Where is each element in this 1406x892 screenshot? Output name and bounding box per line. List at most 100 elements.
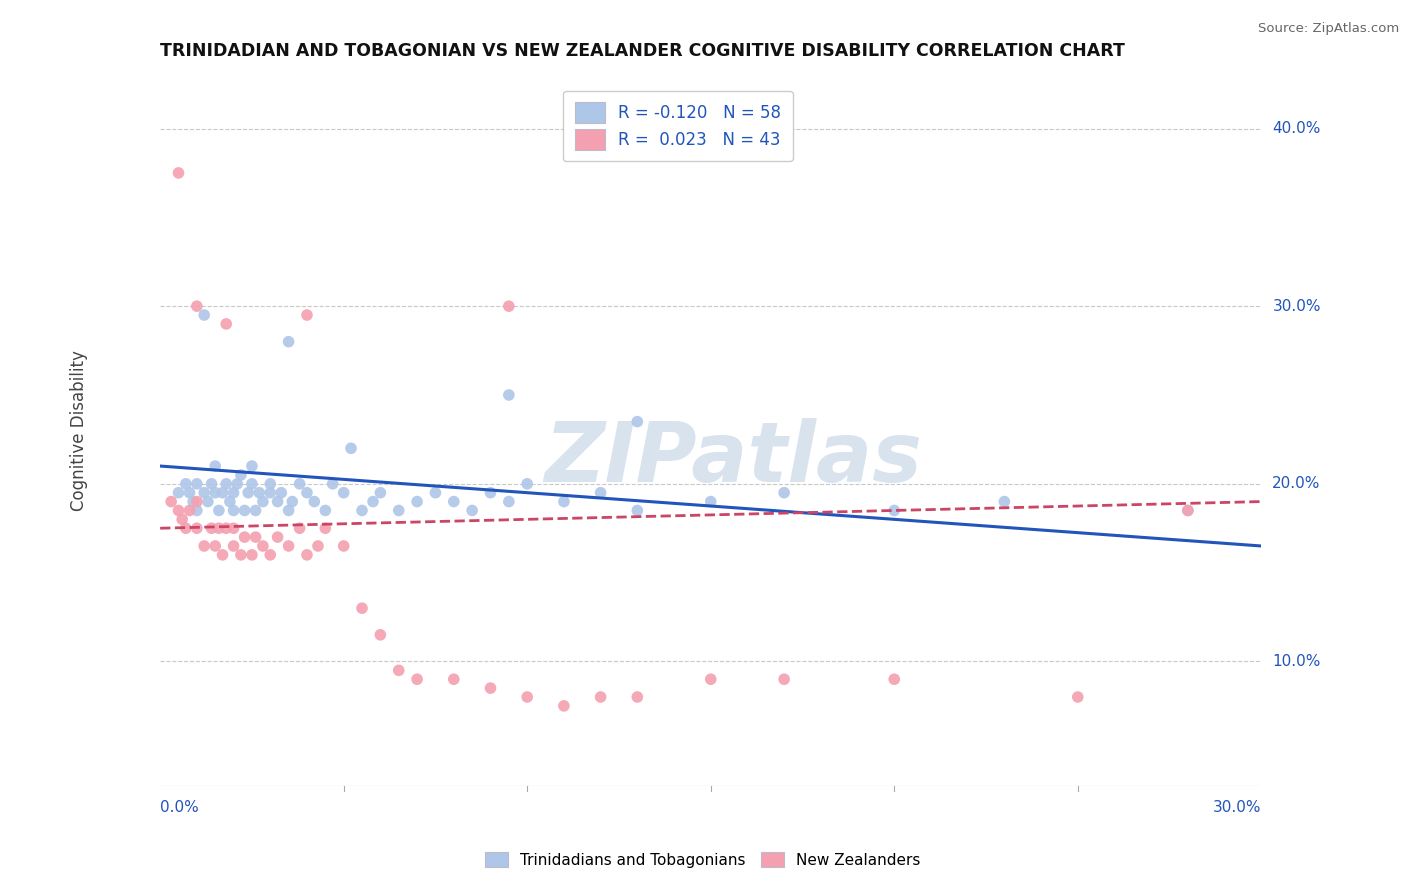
Text: 0.0%: 0.0% [160, 800, 198, 815]
Point [626, 690, 648, 704]
Point [270, 485, 292, 500]
Point [186, 494, 208, 508]
Point [295, 308, 318, 322]
Point [222, 521, 245, 535]
Point [277, 539, 299, 553]
Point [361, 494, 384, 508]
Point [332, 485, 354, 500]
Text: 20.0%: 20.0% [1272, 476, 1320, 491]
Point [498, 388, 520, 402]
Point [204, 458, 226, 473]
Point [322, 476, 344, 491]
Point [215, 476, 238, 491]
Point [211, 548, 233, 562]
Point [245, 503, 267, 517]
Point [553, 494, 575, 508]
Point [498, 494, 520, 508]
Point [174, 476, 197, 491]
Point [208, 521, 231, 535]
Point [179, 503, 201, 517]
Point [229, 548, 252, 562]
Point [388, 664, 411, 678]
Point [266, 494, 288, 508]
Point [229, 467, 252, 482]
Point [443, 494, 465, 508]
Point [181, 494, 204, 508]
Point [252, 539, 274, 553]
Point [259, 548, 281, 562]
Point [498, 299, 520, 313]
Point [626, 503, 648, 517]
Point [479, 485, 502, 500]
Point [179, 485, 201, 500]
Point [1177, 503, 1199, 517]
Legend: R = -0.120   N = 58, R =  0.023   N = 43: R = -0.120 N = 58, R = 0.023 N = 43 [562, 91, 793, 161]
Point [174, 521, 197, 535]
Point [186, 503, 208, 517]
Point [247, 485, 270, 500]
Point [1177, 503, 1199, 517]
Point [288, 476, 311, 491]
Point [233, 530, 256, 544]
Point [172, 512, 194, 526]
Point [589, 485, 612, 500]
Point [699, 672, 721, 686]
Point [425, 485, 447, 500]
Point [238, 485, 260, 500]
Point [350, 503, 373, 517]
Legend: Trinidadians and Tobagonians, New Zealanders: Trinidadians and Tobagonians, New Zealan… [478, 844, 928, 875]
Point [222, 503, 245, 517]
Text: 30.0%: 30.0% [1272, 299, 1320, 314]
Point [219, 494, 242, 508]
Point [406, 672, 429, 686]
Point [226, 476, 249, 491]
Point [167, 503, 190, 517]
Point [589, 690, 612, 704]
Point [699, 494, 721, 508]
Point [222, 539, 245, 553]
Point [259, 485, 281, 500]
Point [288, 521, 311, 535]
Text: Source: ZipAtlas.com: Source: ZipAtlas.com [1258, 22, 1399, 36]
Text: 30.0%: 30.0% [1213, 800, 1261, 815]
Point [277, 503, 299, 517]
Point [993, 494, 1015, 508]
Point [215, 317, 238, 331]
Point [332, 539, 354, 553]
Point [240, 476, 263, 491]
Point [204, 539, 226, 553]
Point [516, 476, 538, 491]
Point [307, 539, 329, 553]
Point [626, 415, 648, 429]
Point [211, 485, 233, 500]
Point [883, 503, 905, 517]
Point [883, 672, 905, 686]
Point [167, 166, 190, 180]
Point [773, 672, 796, 686]
Point [193, 539, 215, 553]
Point [245, 530, 267, 544]
Point [233, 503, 256, 517]
Point [200, 476, 222, 491]
Point [167, 485, 190, 500]
Point [295, 485, 318, 500]
Point [553, 698, 575, 713]
Point [259, 476, 281, 491]
Point [340, 442, 363, 456]
Point [281, 494, 304, 508]
Point [773, 485, 796, 500]
Point [443, 672, 465, 686]
Point [240, 548, 263, 562]
Point [370, 628, 392, 642]
Point [295, 548, 318, 562]
Point [388, 503, 411, 517]
Point [479, 681, 502, 695]
Point [277, 334, 299, 349]
Point [406, 494, 429, 508]
Text: 10.0%: 10.0% [1272, 654, 1320, 669]
Point [160, 494, 183, 508]
Point [204, 485, 226, 500]
Point [197, 494, 219, 508]
Point [240, 458, 263, 473]
Text: ZIPatlas: ZIPatlas [544, 418, 922, 500]
